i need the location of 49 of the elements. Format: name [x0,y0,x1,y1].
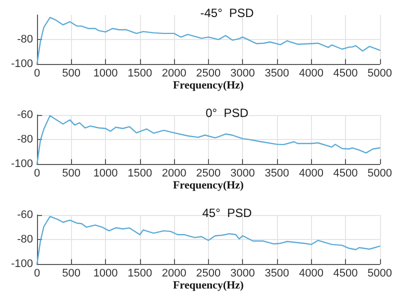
x-tick-label: 5000 [368,168,392,180]
line-series [36,16,380,65]
x-tick-label: 5000 [368,268,392,280]
x-tick-label: 1000 [93,268,118,280]
x-tick-label: 4000 [298,268,324,280]
chart-title: 0° PSD [206,106,249,120]
x-tick-label: 3500 [264,68,290,80]
y-tick-label: -100 [10,258,33,270]
chart-title: -45° PSD [200,6,254,20]
x-tick-label: 3000 [230,68,255,80]
x-tick-label: 2000 [162,268,186,280]
x-axis-title: Frequency(Hz) [173,180,244,192]
y-tick-label: -60 [17,209,33,221]
x-tick-label: 0 [34,268,40,280]
x-axis-title: Frequency(Hz) [173,80,244,92]
x-tick-label: 1500 [128,68,152,80]
y-tick-label: -80 [17,134,33,146]
x-tick-label: 2500 [196,268,221,280]
x-tick-label: 2000 [162,68,186,80]
x-tick-label: 3500 [264,268,290,280]
chart-title: 45° PSD [202,206,252,220]
x-tick-label: 500 [62,268,80,280]
x-tick-label: 4500 [333,268,358,280]
x-tick-label: 1000 [93,68,118,80]
x-tick-label: 4500 [333,68,358,80]
x-tick-label: 4000 [298,68,324,80]
y-tick-label: -80 [17,34,33,46]
x-tick-label: 3000 [230,168,255,180]
x-axis-title: Frequency(Hz) [173,280,244,292]
x-tick-label: 4000 [298,168,324,180]
x-tick-label: 500 [62,168,80,180]
x-tick-label: 1500 [128,268,152,280]
y-tick-label: -100 [10,158,33,170]
y-tick-label: -80 [17,234,33,246]
x-tick-label: 2000 [162,168,186,180]
x-tick-label: 1000 [93,168,118,180]
x-tick-label: 500 [62,68,80,80]
y-tick-label: -60 [17,109,33,121]
x-tick-label: 3500 [264,168,290,180]
x-tick-label: 0 [34,68,40,80]
x-tick-label: 2500 [196,168,221,180]
x-tick-label: 5000 [368,68,392,80]
line-series [36,216,380,265]
x-tick-label: 4500 [333,168,358,180]
x-tick-label: 3000 [230,268,255,280]
y-tick-label: -100 [10,58,33,70]
x-tick-label: 2500 [196,68,221,80]
x-tick-label: 0 [34,168,40,180]
x-tick-label: 1500 [128,168,152,180]
